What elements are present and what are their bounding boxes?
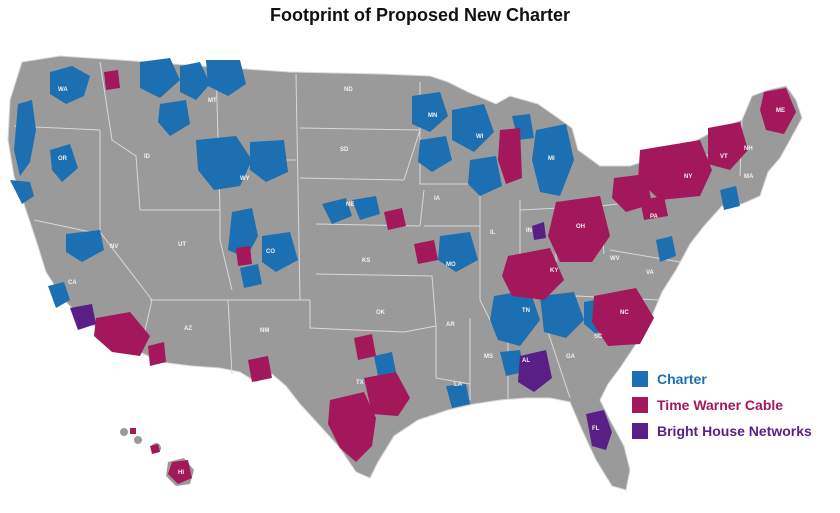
state-label-me: ME: [776, 108, 785, 114]
state-label-ga: GA: [566, 354, 576, 360]
state-label-la: LA: [454, 382, 463, 388]
state-label-ky: KY: [550, 268, 558, 274]
hawaii-kauai: [120, 428, 128, 436]
state-label-nc: NC: [620, 310, 629, 316]
legend-swatch-time-warner-cable: [632, 397, 648, 413]
legend-swatch-bright-house-networks: [632, 423, 648, 439]
state-label-oh: OH: [576, 224, 585, 230]
state-label-ia: IA: [434, 196, 441, 202]
state-label-nh: NH: [744, 146, 753, 152]
state-label-wy: WY: [240, 176, 250, 182]
state-label-nm: NM: [260, 328, 269, 334]
state-label-wv: WV: [610, 256, 620, 262]
state-label-wi: WI: [476, 134, 484, 140]
state-label-ms: MS: [484, 354, 493, 360]
state-label-ma: MA: [744, 174, 754, 180]
state-label-sd: SD: [340, 147, 349, 153]
state-label-wa: WA: [58, 87, 68, 93]
bright-house-networks-footprint: [70, 222, 612, 450]
charter-footprint: [10, 58, 740, 408]
legend-item-time-warner-cable: Time Warner Cable: [632, 392, 812, 418]
time-warner-cable-footprint: [94, 70, 796, 484]
state-label-mt: MT: [208, 98, 217, 104]
legend-label-time-warner-cable: Time Warner Cable: [657, 397, 784, 413]
legend-swatch-charter: [632, 371, 648, 387]
hawaii-oahu: [134, 436, 142, 444]
state-label-pa: PA: [650, 214, 659, 220]
state-label-ca: CA: [68, 280, 77, 286]
state-label-ny: NY: [684, 174, 692, 180]
state-label-il: IL: [490, 230, 496, 236]
state-label-co: CO: [266, 249, 275, 255]
state-label-va: VA: [646, 270, 655, 276]
state-label-ut: UT: [178, 242, 186, 248]
state-label-in: IN: [526, 228, 532, 234]
map-title: Footprint of Proposed New Charter: [269, 5, 570, 25]
state-label-ok: OK: [376, 310, 386, 316]
state-label-ks: KS: [362, 258, 370, 264]
state-label-fl: FL: [592, 426, 600, 432]
state-label-sc: SC: [594, 334, 603, 340]
legend-item-charter: Charter: [632, 366, 812, 392]
legend-item-bright-house-networks: Bright House Networks: [632, 418, 812, 444]
state-label-az: AZ: [184, 326, 192, 332]
state-label-id: ID: [144, 154, 151, 160]
state-labels: WA OR CA NV ID MT WY UT CO AZ NM ND SD N…: [58, 87, 785, 476]
state-label-vt: VT: [720, 154, 728, 160]
map-legend: Charter Time Warner Cable Bright House N…: [632, 366, 812, 444]
state-label-al: AL: [522, 358, 530, 364]
state-label-mn: MN: [428, 113, 437, 119]
state-label-hi: HI: [178, 470, 184, 476]
state-label-ar: AR: [446, 322, 455, 328]
state-label-nd: ND: [344, 87, 353, 93]
legend-label-bright-house-networks: Bright House Networks: [657, 423, 812, 439]
state-label-mo: MO: [446, 262, 456, 268]
state-label-mi: MI: [548, 156, 555, 162]
state-label-or: OR: [58, 156, 68, 162]
legend-label-charter: Charter: [657, 371, 707, 387]
state-label-ne: NE: [346, 202, 354, 208]
state-label-tx: TX: [356, 380, 364, 386]
state-label-nv: NV: [110, 244, 118, 250]
state-label-tn: TN: [522, 308, 530, 314]
